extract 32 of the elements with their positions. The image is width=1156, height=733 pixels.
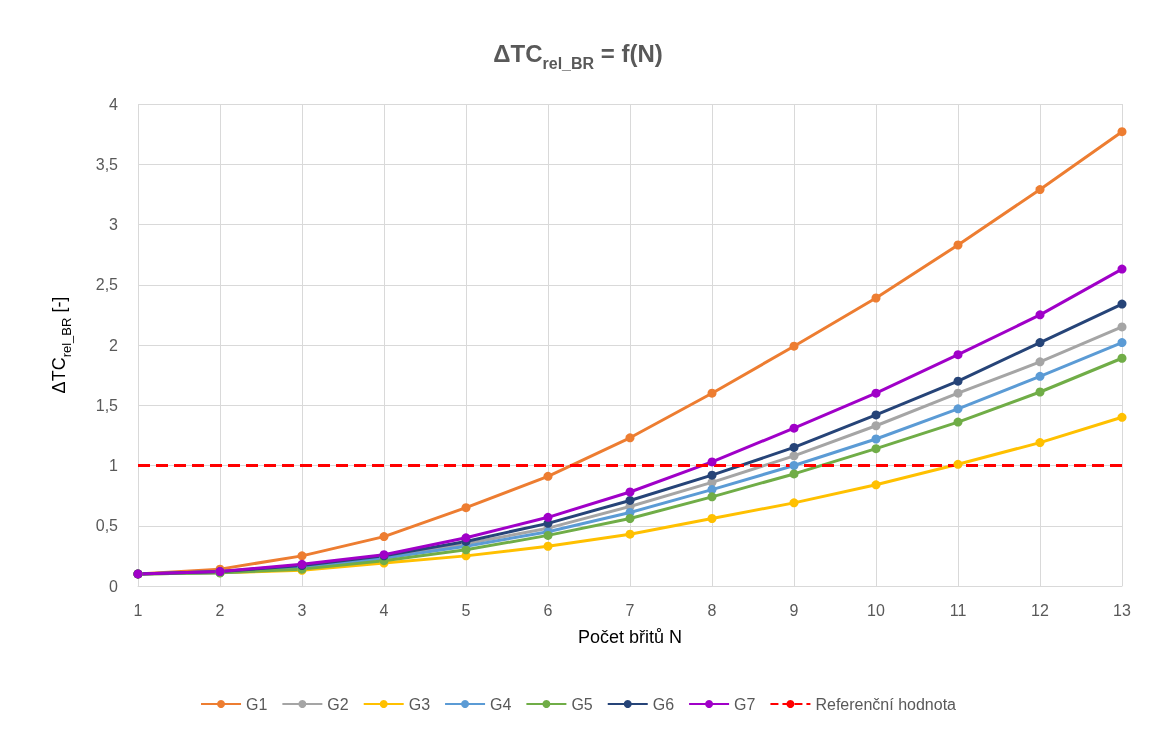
x-tick-label: 6 (543, 601, 553, 619)
x-tick-label: 7 (625, 601, 635, 619)
x-axis-title: Počet břitů N (577, 627, 683, 647)
y-tick-label: 2 (109, 336, 119, 354)
y-tick-label: 3 (109, 216, 119, 233)
y-axis-title: ΔTCrel_BR [-] (49, 296, 74, 394)
x-tick-label: 12 (1031, 601, 1049, 619)
x-tick-label: 2 (215, 601, 225, 619)
x-tick-label: 8 (707, 601, 717, 619)
y-tick-label: 2,5 (95, 276, 119, 294)
legend-label: G5 (571, 695, 593, 713)
x-tick-label: 3 (297, 601, 307, 619)
legend-label: G6 (652, 695, 675, 713)
y-tick-label: 1,5 (95, 396, 119, 414)
y-tick-label: 0,5 (95, 517, 119, 535)
y-tick-label: 1 (109, 457, 119, 474)
legend-label: G4 (490, 695, 512, 713)
legend-label: G2 (327, 695, 349, 713)
x-tick-label: 13 (1113, 601, 1131, 619)
x-tick-label: 5 (461, 601, 471, 619)
x-tick-label: 9 (789, 601, 799, 619)
y-tick-label: 3,5 (95, 155, 119, 173)
x-tick-label: 4 (379, 601, 389, 619)
x-tick-label: 11 (949, 601, 967, 619)
y-tick-label: 0 (109, 577, 119, 595)
legend-label: G1 (246, 695, 268, 713)
legend-label: G7 (734, 695, 756, 713)
x-tick-label: 1 (133, 601, 143, 619)
legend-label: Referenční hodnota (815, 695, 957, 713)
x-tick-label: 10 (867, 601, 885, 619)
y-tick-label: 4 (109, 95, 119, 113)
legend-label: G3 (408, 695, 431, 713)
